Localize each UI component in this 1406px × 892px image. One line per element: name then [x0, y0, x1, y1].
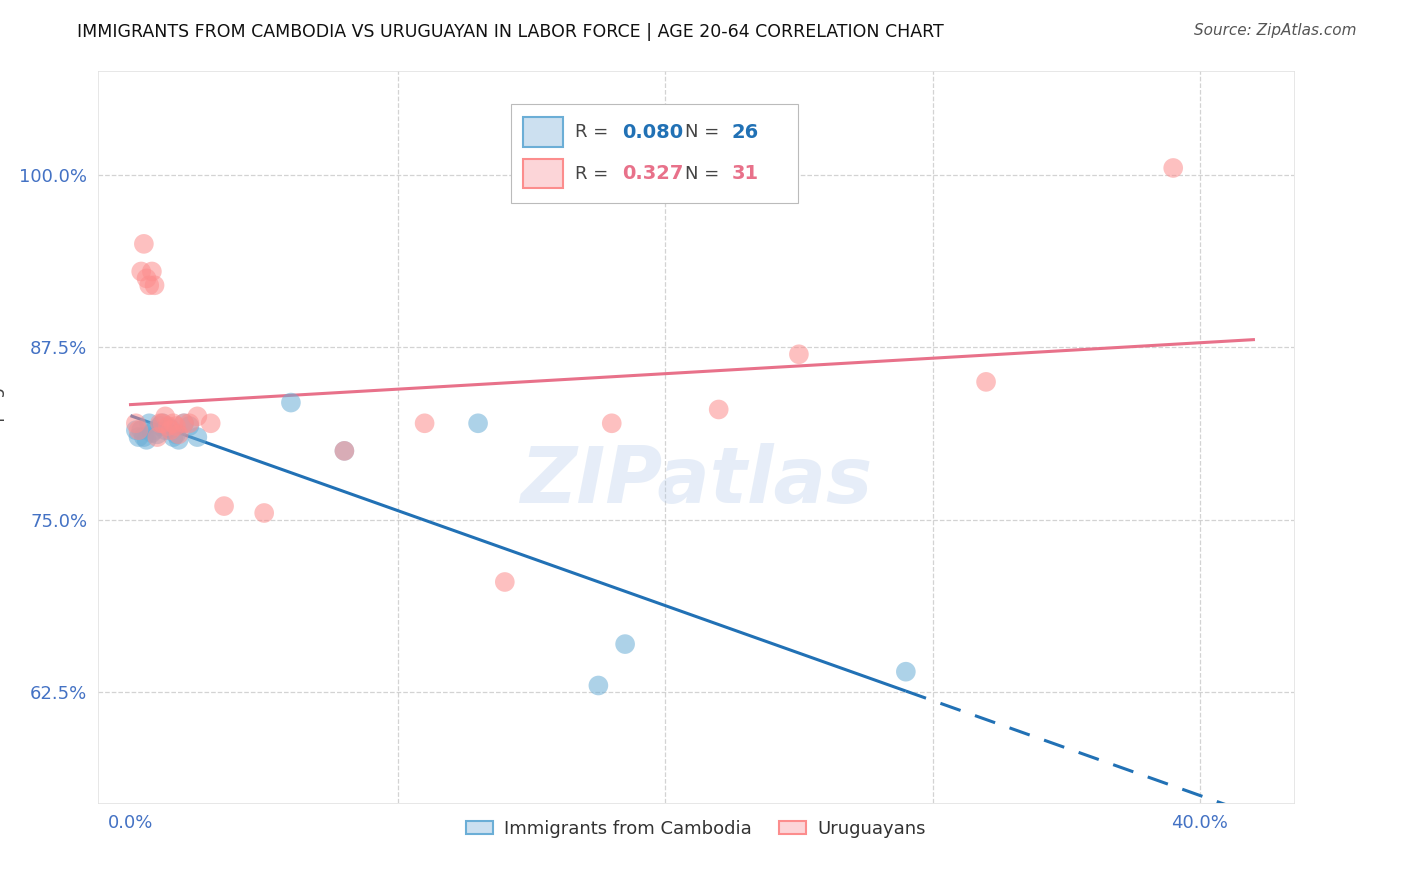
- Point: [186, 430, 208, 444]
- Legend: Immigrants from Cambodia, Uruguayans: Immigrants from Cambodia, Uruguayans: [460, 813, 932, 845]
- Point: [212, 499, 235, 513]
- Point: [129, 264, 152, 278]
- Text: IMMIGRANTS FROM CAMBODIA VS URUGUAYAN IN LABOR FORCE | AGE 20-64 CORRELATION CHA: IMMIGRANTS FROM CAMBODIA VS URUGUAYAN IN…: [77, 23, 943, 41]
- Point: [600, 417, 623, 431]
- Point: [149, 419, 172, 434]
- Point: [413, 417, 436, 431]
- Point: [179, 417, 201, 431]
- Point: [165, 427, 187, 442]
- FancyBboxPatch shape: [523, 118, 564, 146]
- Point: [159, 423, 181, 437]
- Text: Source: ZipAtlas.com: Source: ZipAtlas.com: [1194, 23, 1357, 38]
- Point: [974, 375, 997, 389]
- Text: N =: N =: [685, 165, 725, 183]
- FancyBboxPatch shape: [510, 104, 797, 203]
- Y-axis label: In Labor Force | Age 20-64: In Labor Force | Age 20-64: [0, 318, 6, 557]
- Point: [128, 430, 150, 444]
- Point: [138, 278, 160, 293]
- Point: [280, 395, 302, 409]
- FancyBboxPatch shape: [523, 159, 564, 188]
- Point: [186, 409, 208, 424]
- Point: [155, 409, 177, 424]
- Point: [152, 417, 174, 431]
- Point: [141, 264, 163, 278]
- Point: [173, 417, 195, 431]
- Point: [128, 423, 150, 437]
- Point: [129, 423, 152, 437]
- Text: 0.080: 0.080: [621, 122, 683, 142]
- Point: [707, 402, 730, 417]
- Text: R =: R =: [575, 123, 614, 141]
- Point: [152, 417, 174, 431]
- Point: [156, 419, 179, 434]
- Point: [132, 430, 155, 444]
- Point: [167, 427, 190, 442]
- Point: [333, 443, 356, 458]
- Point: [146, 430, 169, 444]
- Point: [146, 427, 169, 442]
- Point: [333, 443, 356, 458]
- Point: [200, 417, 222, 431]
- Point: [143, 423, 166, 437]
- Point: [132, 236, 155, 251]
- Point: [614, 637, 637, 651]
- Point: [167, 433, 190, 447]
- Point: [179, 419, 201, 434]
- Point: [467, 417, 489, 431]
- Point: [125, 423, 148, 437]
- Point: [787, 347, 810, 361]
- Point: [159, 422, 181, 436]
- Point: [135, 271, 157, 285]
- Point: [143, 278, 166, 293]
- Point: [162, 430, 184, 444]
- Point: [155, 423, 177, 437]
- Point: [588, 678, 610, 692]
- Point: [135, 433, 157, 447]
- Point: [138, 417, 160, 431]
- Text: ZIPatlas: ZIPatlas: [520, 443, 872, 519]
- Point: [162, 417, 184, 431]
- Point: [494, 574, 516, 589]
- Text: 0.327: 0.327: [621, 164, 683, 183]
- Point: [253, 506, 276, 520]
- Point: [894, 665, 917, 679]
- Point: [156, 420, 179, 434]
- Text: 26: 26: [733, 122, 759, 142]
- Point: [149, 417, 172, 431]
- Text: R =: R =: [575, 165, 614, 183]
- Point: [173, 417, 195, 431]
- Text: 31: 31: [733, 164, 759, 183]
- Point: [141, 425, 163, 440]
- Point: [165, 419, 187, 434]
- Point: [125, 417, 148, 431]
- Point: [1161, 161, 1184, 175]
- Text: N =: N =: [685, 123, 725, 141]
